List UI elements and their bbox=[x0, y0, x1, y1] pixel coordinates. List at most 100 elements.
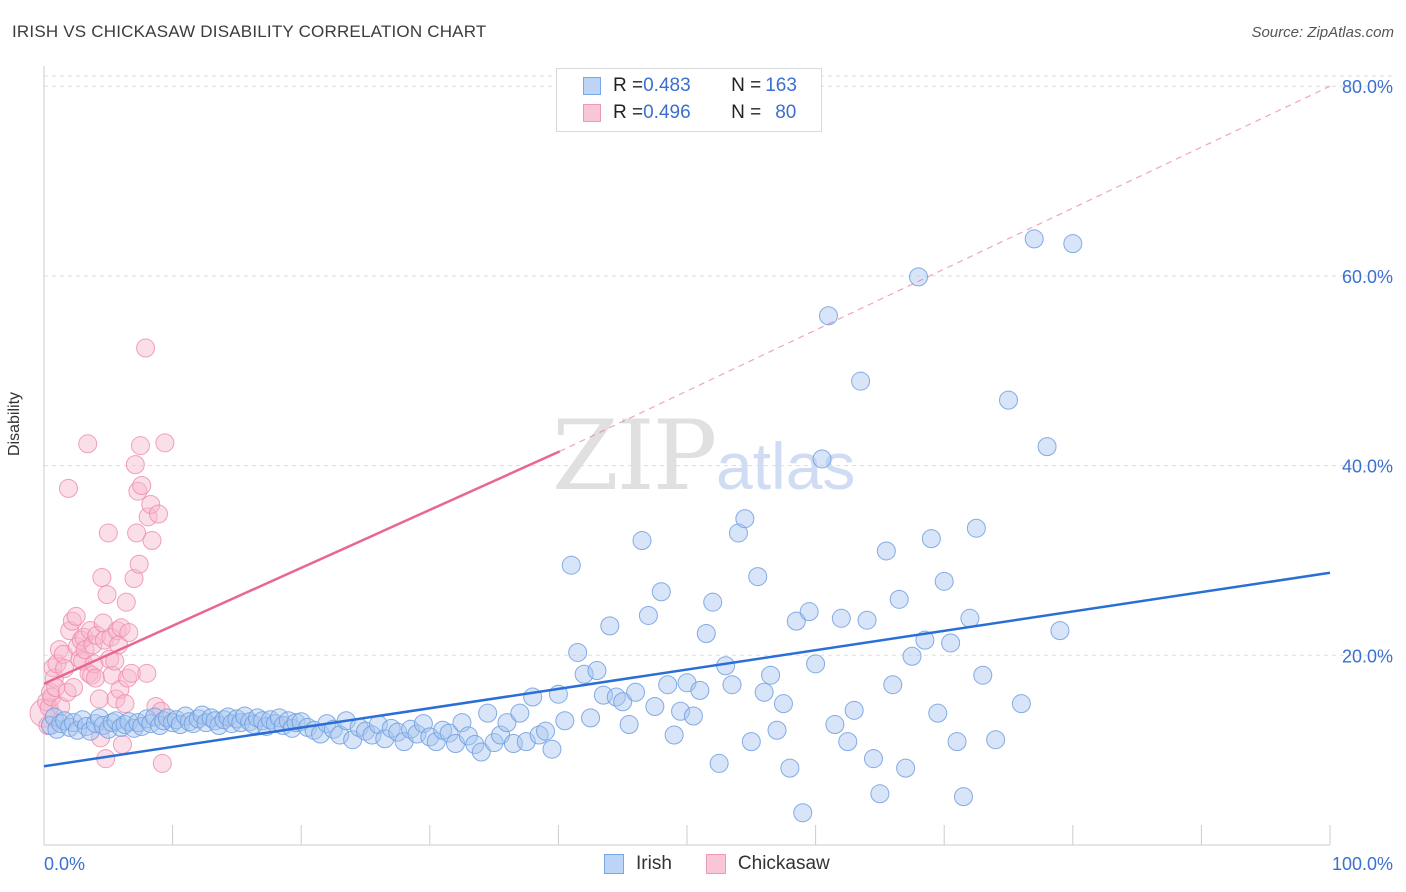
chickasaw-r-label: R = bbox=[613, 102, 644, 123]
irish-point bbox=[542, 739, 562, 759]
irish-point bbox=[510, 703, 530, 723]
irish-point bbox=[536, 721, 556, 741]
irish-point bbox=[902, 646, 922, 666]
irish-point bbox=[683, 706, 703, 726]
chickasaw-point bbox=[64, 678, 84, 698]
irish-r-value: 0.483 bbox=[643, 75, 691, 96]
irish-point bbox=[934, 571, 954, 591]
irish-point bbox=[761, 665, 781, 685]
irish-point bbox=[960, 608, 980, 628]
irish-point bbox=[587, 660, 607, 680]
irish-point bbox=[709, 753, 729, 773]
irish-point bbox=[638, 605, 658, 625]
legend-chickasaw-swatch bbox=[705, 854, 726, 874]
irish-point bbox=[973, 665, 993, 685]
irish-point bbox=[497, 713, 517, 733]
chickasaw-point bbox=[141, 494, 161, 514]
chickasaw-swatch bbox=[583, 104, 601, 122]
irish-point bbox=[921, 529, 941, 549]
chickasaw-point bbox=[85, 668, 105, 688]
irish-point bbox=[876, 541, 896, 561]
legend-chickasaw-label: Chickasaw bbox=[737, 853, 830, 874]
y-tick-label-60: 60.0% bbox=[1342, 267, 1393, 287]
correlation-legend: R = 0.483 N = 163 R = 0.496 N = 80 bbox=[556, 68, 822, 132]
irish-point bbox=[863, 749, 883, 769]
legend-row-chickasaw: R = 0.496 N = 80 bbox=[583, 101, 796, 125]
irish-point bbox=[773, 694, 793, 714]
irish-point bbox=[793, 803, 813, 823]
source-credit: Source: ZipAtlas.com bbox=[1251, 24, 1394, 41]
chickasaw-point bbox=[119, 623, 139, 643]
chickasaw-point bbox=[132, 476, 152, 496]
chickasaw-point bbox=[112, 734, 132, 754]
irish-point bbox=[999, 390, 1018, 410]
irish-point bbox=[1024, 229, 1044, 249]
irish-point bbox=[812, 449, 832, 469]
chickasaw-point bbox=[66, 606, 86, 626]
irish-point bbox=[722, 675, 742, 695]
irish-point bbox=[986, 730, 1006, 750]
chart-title: IRISH VS CHICKASAW DISABILITY CORRELATIO… bbox=[12, 22, 487, 41]
irish-point bbox=[619, 715, 639, 735]
chickasaw-point bbox=[130, 436, 150, 456]
chickasaw-point bbox=[124, 568, 144, 588]
chickasaw-point bbox=[51, 697, 71, 717]
irish-point bbox=[966, 518, 986, 538]
irish-point bbox=[883, 675, 903, 695]
irish-point bbox=[85, 714, 105, 734]
irish-swatch bbox=[583, 77, 601, 95]
irish-point bbox=[1037, 437, 1057, 457]
chickasaw-point bbox=[127, 523, 147, 543]
chickasaw-trendline bbox=[43, 450, 561, 685]
irish-point bbox=[767, 720, 787, 740]
irish-point bbox=[786, 611, 806, 631]
y-tick-label-20: 20.0% bbox=[1342, 646, 1393, 666]
irish-point bbox=[362, 725, 382, 745]
y-tick-label-40: 40.0% bbox=[1342, 457, 1393, 477]
irish-point bbox=[1063, 234, 1083, 254]
chickasaw-point bbox=[110, 679, 130, 699]
irish-point bbox=[574, 664, 594, 684]
irish-point bbox=[561, 555, 581, 575]
chickasaw-point bbox=[155, 433, 175, 453]
legend-irish-swatch bbox=[604, 854, 624, 874]
irish-point bbox=[780, 758, 800, 778]
irish-point bbox=[728, 523, 748, 543]
irish-point bbox=[632, 531, 652, 551]
irish-point bbox=[844, 700, 864, 720]
irish-point bbox=[651, 582, 671, 602]
series-legend: Irish Chickasaw bbox=[604, 853, 830, 875]
chickasaw-point bbox=[128, 481, 148, 501]
irish-point bbox=[658, 675, 678, 695]
irish-point bbox=[818, 306, 838, 326]
irish-n-label: N = bbox=[731, 75, 762, 96]
irish-point bbox=[613, 692, 633, 712]
irish-point bbox=[806, 654, 826, 674]
irish-point bbox=[600, 616, 620, 636]
chickasaw-point bbox=[137, 663, 157, 683]
chickasaw-trendline-extension bbox=[559, 85, 1331, 452]
irish-point bbox=[1011, 694, 1031, 714]
chickasaw-n-label: N = bbox=[731, 102, 762, 123]
chickasaw-r-value: 0.496 bbox=[643, 102, 691, 123]
irish-point bbox=[671, 701, 691, 721]
irish-point bbox=[831, 608, 851, 628]
irish-n-value: 163 bbox=[765, 75, 797, 96]
chickasaw-point bbox=[58, 478, 78, 498]
chickasaw-point bbox=[78, 434, 98, 454]
chickasaw-point bbox=[97, 585, 117, 605]
irish-point bbox=[568, 642, 588, 662]
legend-row-irish: R = 0.483 N = 163 bbox=[583, 74, 797, 98]
irish-point bbox=[330, 725, 350, 745]
irish-point bbox=[439, 723, 459, 743]
irish-point bbox=[484, 733, 504, 753]
x-tick-label-min: 0.0% bbox=[44, 854, 85, 874]
watermark-zip: ZIP bbox=[552, 400, 717, 512]
irish-point bbox=[908, 267, 928, 287]
chickasaw-point bbox=[98, 523, 118, 543]
irish-point bbox=[941, 633, 961, 653]
chickasaw-point bbox=[148, 504, 168, 524]
irish-trendline bbox=[43, 571, 1331, 768]
irish-point bbox=[799, 602, 819, 622]
